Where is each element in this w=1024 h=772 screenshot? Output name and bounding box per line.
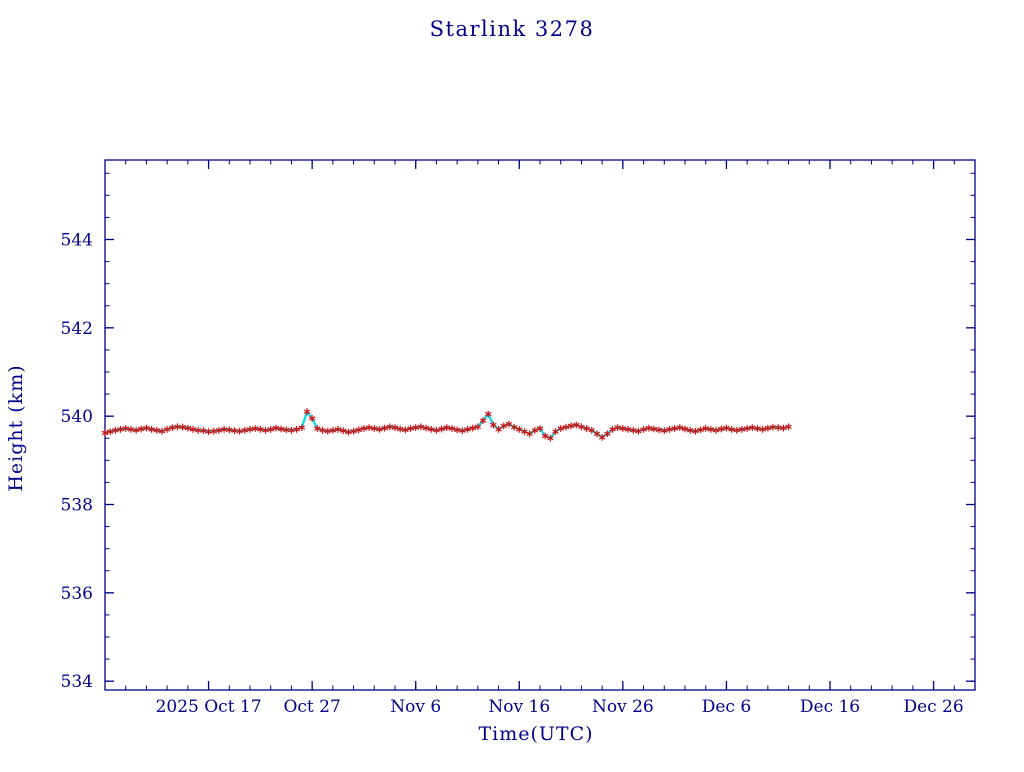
axis-ticks [104, 160, 976, 690]
series-markers [101, 408, 792, 442]
x-tick-label: Nov 6 [390, 697, 441, 717]
axis-tick-labels: 2025 Oct 17 Oct 27 Nov 6 Nov 16 Nov 26 Dec 6 D… [61, 231, 964, 718]
x-tick-label: Dec 26 [903, 697, 963, 717]
x-tick-label: Dec 16 [800, 697, 860, 717]
x-tick-label: Nov 26 [592, 697, 654, 717]
y-tick-label: 544 [61, 231, 93, 251]
y-tick-label: 542 [61, 319, 93, 339]
y-tick-label: 536 [61, 584, 93, 604]
x-tick-label: Nov 16 [488, 697, 550, 717]
y-tick-label: 538 [61, 496, 93, 516]
chart-title: Starlink 3278 [430, 17, 595, 41]
y-axis-label: Height (km) [5, 364, 27, 491]
y-tick-label: 534 [61, 672, 93, 692]
data-markers-red [101, 408, 792, 442]
y-tick-label: 540 [61, 407, 93, 427]
x-axis-label: Time(UTC) [478, 723, 593, 745]
x-tick-label: Dec 6 [702, 697, 751, 717]
plot-frame [104, 159, 976, 691]
x-tick-label: Oct 27 [283, 697, 340, 717]
x-tick-label: 2025 Oct 17 [156, 697, 262, 717]
